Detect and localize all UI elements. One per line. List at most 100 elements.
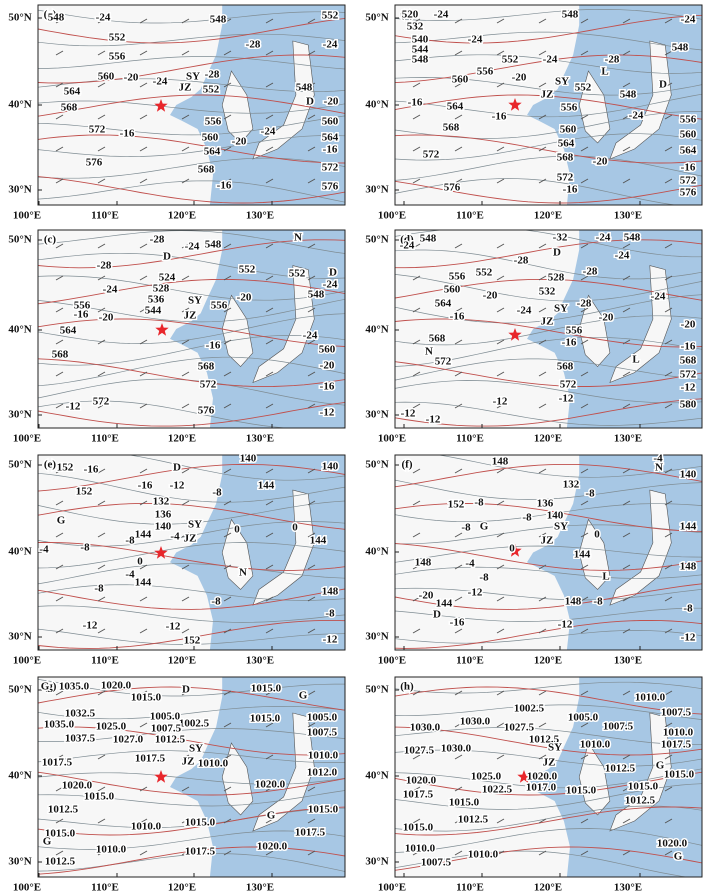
- isoline: [395, 749, 702, 767]
- isotherm: [38, 318, 345, 347]
- wind-barb: [580, 114, 589, 120]
- wind-barb: [265, 50, 274, 56]
- lon-label: 130°E: [614, 210, 642, 222]
- contour-label: SY: [186, 71, 200, 83]
- contour-label: 140: [680, 469, 697, 481]
- isotherm: [38, 771, 345, 796]
- contour-label: -20: [681, 319, 696, 331]
- contour-label: G: [43, 836, 52, 848]
- wind-barb: [139, 82, 148, 88]
- wind-barb: [454, 564, 463, 570]
- wind-barb: [139, 786, 148, 792]
- contour-label: SY: [189, 743, 203, 755]
- isoline: [38, 830, 345, 850]
- wind-barb: [265, 82, 274, 88]
- isotherm: [395, 771, 702, 796]
- contour-label: 564: [60, 325, 77, 337]
- wind-barb: [139, 243, 148, 249]
- contour-label: 568: [557, 361, 574, 373]
- contour-label: 572: [423, 149, 440, 161]
- contour-label: -24: [629, 110, 644, 122]
- wind-barb: [223, 146, 232, 152]
- wind-barb: [538, 243, 547, 249]
- wind-barb: [265, 178, 274, 184]
- wind-barb: [223, 18, 232, 24]
- wind-barb: [307, 50, 316, 56]
- contour-label: 1002.5: [514, 703, 545, 715]
- contour-label: 144: [436, 598, 453, 610]
- wind-barb: [223, 754, 232, 760]
- wind-barb: [412, 818, 421, 824]
- contour-label: 1015.0: [250, 713, 281, 725]
- wind-barb: [181, 850, 190, 856]
- contour-label: L: [601, 66, 608, 78]
- wind-barb: [454, 628, 463, 634]
- wind-barb: [307, 403, 316, 409]
- contour-label: 524: [159, 272, 176, 284]
- isoline: [38, 356, 345, 387]
- isoline: [395, 336, 702, 367]
- korea: [578, 518, 611, 590]
- contour-label: 1010.0: [405, 843, 436, 855]
- contour-label: JZ: [541, 316, 554, 328]
- wind-barb: [538, 628, 547, 634]
- wind-barb: [412, 371, 421, 377]
- contour-label: -4: [125, 569, 135, 581]
- wind-barb: [181, 786, 190, 792]
- wind-barb: [622, 628, 631, 634]
- isoline: [38, 100, 345, 114]
- contour-label: -24: [96, 12, 111, 24]
- isotherm: [38, 17, 345, 44]
- wind-barb: [580, 628, 589, 634]
- wind-barb: [664, 275, 673, 281]
- isoline: [395, 133, 702, 161]
- contour-label: 0: [137, 556, 143, 568]
- wind-barb: [307, 307, 316, 313]
- wind-barb: [223, 850, 232, 856]
- wind-barb: [664, 82, 673, 88]
- wind-barb: [580, 596, 589, 602]
- lat-label: 50°N: [8, 12, 31, 24]
- contour-label: 544: [145, 305, 162, 317]
- contour-label: -12: [401, 408, 416, 420]
- contour-label: 552: [502, 54, 519, 66]
- contour-label: 580: [680, 399, 697, 411]
- wind-barb: [181, 50, 190, 56]
- wind-barb: [622, 690, 631, 696]
- wind-barb: [664, 468, 673, 474]
- contour-label: 564: [447, 101, 464, 113]
- contour-label: 148: [492, 456, 509, 468]
- wind-barb: [580, 403, 589, 409]
- wind-barb: [223, 275, 232, 281]
- lat-label: 50°N: [365, 12, 388, 24]
- wind-barb: [496, 722, 505, 728]
- wind-barb: [538, 50, 547, 56]
- isotherm: [395, 318, 702, 348]
- wind-barb: [580, 818, 589, 824]
- wind-barb: [55, 307, 64, 313]
- wind-barb: [664, 850, 673, 856]
- contour-label: -8: [593, 596, 603, 608]
- wind-barb: [412, 722, 421, 728]
- lon-label: 100°E: [378, 210, 406, 222]
- contour-label: -20: [99, 312, 114, 324]
- contour-label: 1012.5: [458, 814, 489, 826]
- contour-label: G: [267, 810, 276, 822]
- contour-label: -24: [468, 34, 483, 46]
- wind-barb: [580, 307, 589, 313]
- contour-label: 152: [76, 486, 93, 498]
- contour-label: SY: [554, 303, 568, 315]
- wind-barb: [223, 371, 232, 377]
- wind-barb: [622, 850, 631, 856]
- contour-label: SY: [548, 742, 562, 754]
- contour-label: 1015.0: [449, 797, 480, 809]
- wind-barb: [307, 371, 316, 377]
- contour-label: SY: [188, 519, 202, 531]
- contour-label: 148: [415, 557, 432, 569]
- isoline: [395, 805, 702, 832]
- panel-label: (h): [400, 681, 414, 693]
- contour-label: -12: [493, 396, 508, 408]
- wind-barb: [181, 275, 190, 281]
- contour-label: 1015.0: [45, 828, 76, 840]
- isotherm: [395, 846, 702, 871]
